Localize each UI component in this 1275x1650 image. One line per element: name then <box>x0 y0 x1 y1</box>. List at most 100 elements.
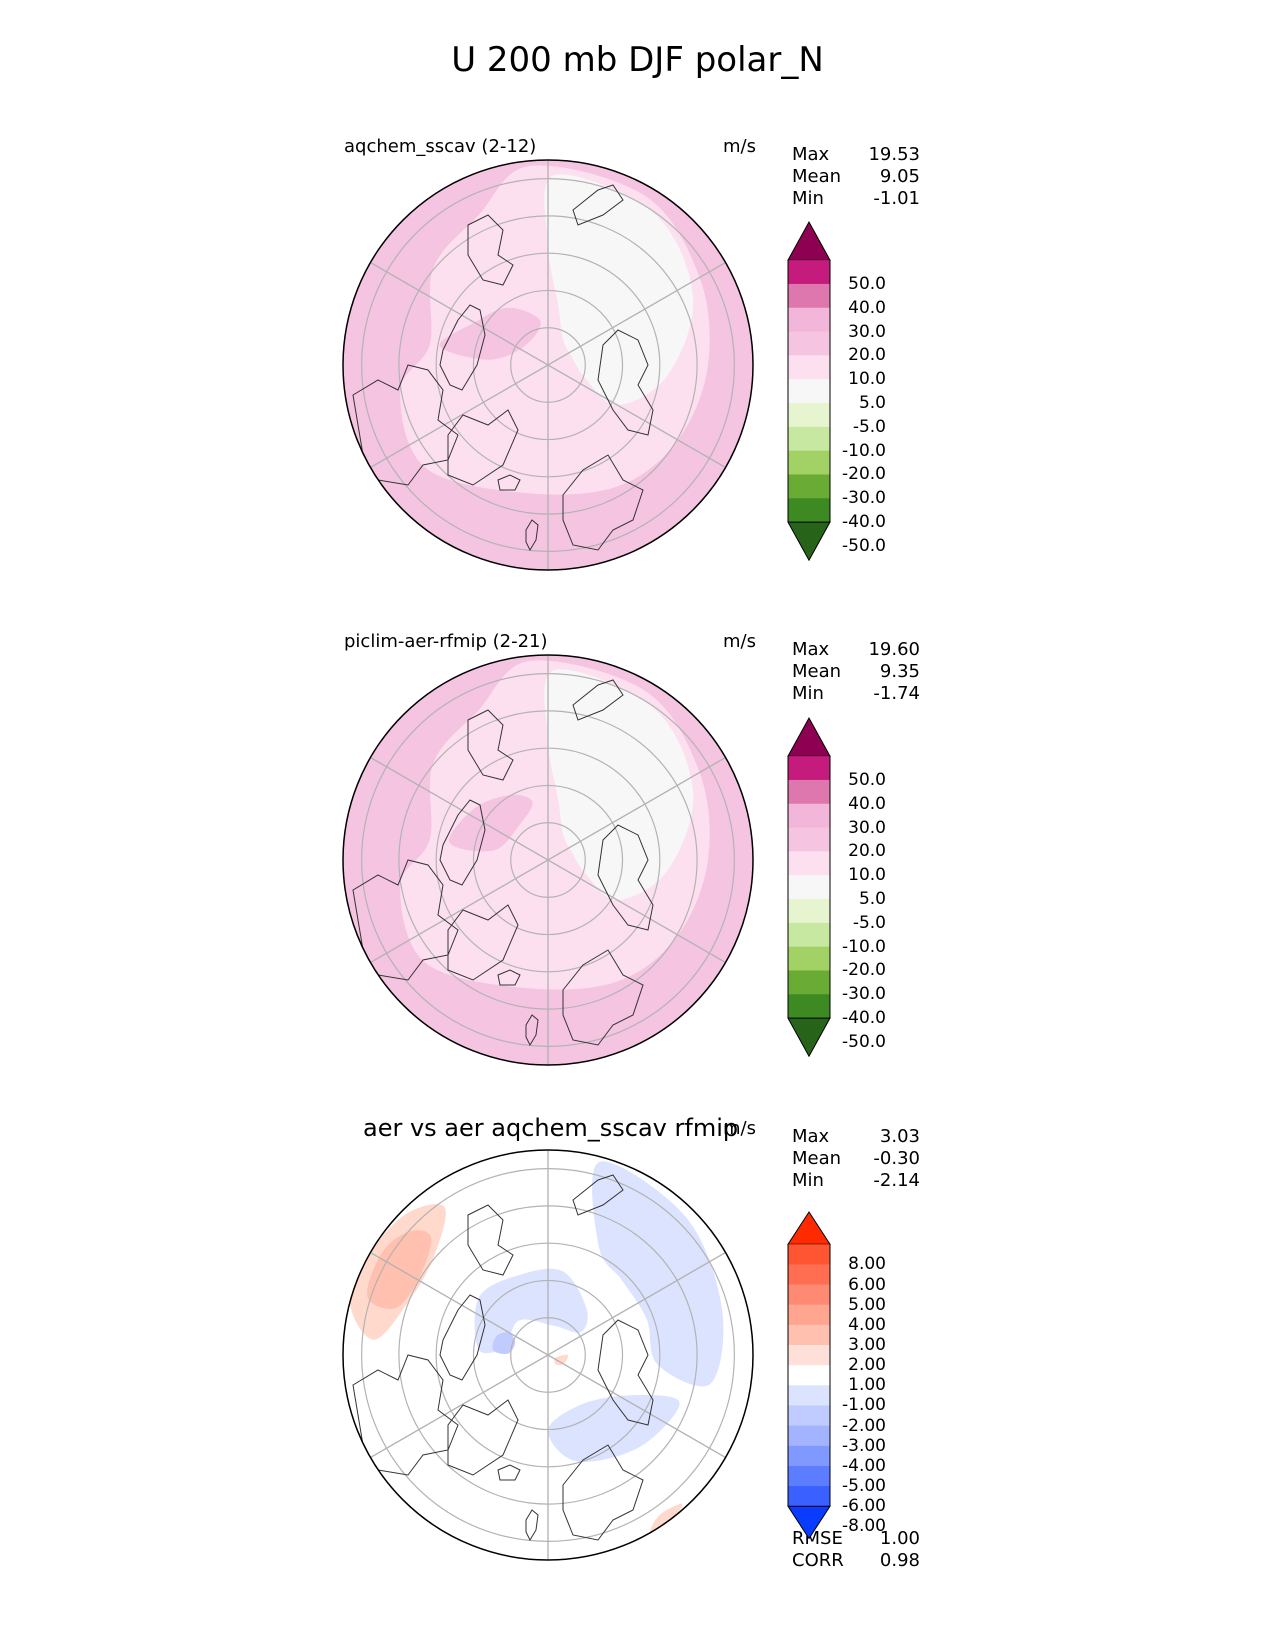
stat-row-min: Min -1.74 <box>792 683 920 705</box>
alaska-outline <box>467 709 514 781</box>
iceland-outline <box>497 969 521 986</box>
colorbar-frame <box>787 260 831 523</box>
stat-row-mean: Mean 9.05 <box>792 166 920 188</box>
background-field <box>343 655 753 1065</box>
meridian-line <box>370 1251 726 1459</box>
stat-name: Min <box>792 683 824 704</box>
meridian-line <box>370 1251 726 1459</box>
colorbar-tick-label: -5.00 <box>842 1476 886 1497</box>
colorbar-bin <box>788 922 830 948</box>
iceland-outline <box>497 474 521 491</box>
stat-value: 19.60 <box>868 639 920 660</box>
colorbar-tick-label: 30.0 <box>848 321 886 342</box>
panel-units-test: m/s <box>723 136 756 157</box>
colorbar-bin <box>788 946 830 971</box>
meridian-line <box>370 261 726 469</box>
panel-title-reference: piclim-aer-rfmip (2-21) <box>344 631 548 652</box>
latitude-circle <box>510 822 586 898</box>
siberia-outline <box>597 1319 654 1426</box>
latitude-circle <box>361 178 735 552</box>
panel-title-test: aqchem_sscav (2-12) <box>344 136 537 157</box>
meridian-line <box>370 756 726 964</box>
negative-anomaly-ring <box>474 1268 588 1354</box>
colorbar-labels-reference: 50.0 40.0 30.0 20.0 10.0 5.0 -5.0 -10.0 -20.0 -30… <box>830 0 886 1650</box>
canada-coast-outline <box>447 904 519 981</box>
colorbar-tick-label: -6.00 <box>842 1496 886 1517</box>
colorbar-labels-difference: 8.00 6.00 5.00 4.00 3.00 2.00 1.00 -1.00 -2.00 -3… <box>830 0 886 1650</box>
colorbar-tick-label: -40.0 <box>842 1008 886 1029</box>
colorbar-extend-max <box>787 1211 831 1245</box>
panel-units-difference: m/s <box>723 1118 756 1139</box>
colorbar-tick-label: -20.0 <box>842 960 886 981</box>
colorbar-bin <box>788 283 830 309</box>
stat-name: CORR <box>792 1550 844 1571</box>
stat-name: Mean <box>792 661 842 682</box>
colorbar-bin <box>788 355 830 380</box>
canada-coast-outline <box>447 409 519 486</box>
colorbar-tick-label: -50.0 <box>842 535 886 556</box>
meridian-line <box>370 261 726 469</box>
colorbar-tick-label: -5.0 <box>852 416 886 437</box>
colorbar-tick-label: 10.0 <box>848 865 886 886</box>
stat-row-mean: Mean -0.30 <box>792 1148 920 1170</box>
latitude-circle <box>435 252 661 478</box>
stat-row-min: Min -1.01 <box>792 188 920 210</box>
colorbar-tick-label: -2.00 <box>842 1415 886 1436</box>
stat-value: 3.03 <box>879 1126 920 1147</box>
siberia-outline <box>597 824 654 931</box>
stat-value: 9.35 <box>879 661 920 682</box>
colorbar-bin <box>788 1304 830 1326</box>
stat-value: -1.74 <box>873 683 920 704</box>
europe-outline <box>562 1444 644 1541</box>
positive-anomaly-core <box>367 1230 432 1309</box>
greenland-outline <box>439 799 486 886</box>
greenland-outline <box>439 304 486 391</box>
colorbar-bin <box>788 331 830 356</box>
strong-wind-tongue <box>439 307 541 360</box>
colorbar-tick-label: 10.0 <box>848 369 886 390</box>
colorbar-bin <box>788 994 830 1019</box>
meridian-line <box>370 756 726 964</box>
chukotka-outline <box>572 184 624 226</box>
colorbar-tick-label: 30.0 <box>848 817 886 838</box>
colorbar-bin <box>788 1445 830 1467</box>
stat-name: Max <box>792 144 830 165</box>
alaska-outline <box>467 1204 514 1276</box>
latitude-circle <box>435 1242 661 1468</box>
stat-value: -1.01 <box>873 188 920 209</box>
colorbar-bin <box>788 498 830 523</box>
stat-value: -2.14 <box>873 1170 920 1191</box>
colorbar-bin <box>788 779 830 805</box>
chukotka-outline <box>572 1174 624 1216</box>
stat-name: Mean <box>792 1148 842 1169</box>
colorbar-bin <box>788 1465 830 1487</box>
colorbar-tick-label: -40.0 <box>842 512 886 533</box>
colorbar-tick-label: -50.0 <box>842 1031 886 1052</box>
stat-row-corr: CORR 0.98 <box>792 1550 920 1572</box>
colorbar-tick-label: -8.00 <box>842 1516 886 1537</box>
uk-outline <box>525 519 539 552</box>
moderate-wind-region <box>400 660 710 990</box>
colorbar-bin <box>788 1365 830 1386</box>
colorbar-tick-label: -10.0 <box>842 936 886 957</box>
stat-name: Mean <box>792 166 842 187</box>
colorbar-tick-label: 6.00 <box>848 1274 886 1295</box>
colorbar-bin <box>788 851 830 876</box>
colorbar-tick-label: 50.0 <box>848 273 886 294</box>
latitude-circle <box>472 1279 624 1431</box>
colorbar-bin <box>788 803 830 829</box>
colorbar-tick-label: -1.00 <box>842 1395 886 1416</box>
background-field <box>343 160 753 570</box>
colorbar-bin <box>788 260 830 285</box>
latitude-circle <box>398 215 698 515</box>
negative-anomaly-region-east <box>592 1161 724 1387</box>
meridian-line <box>370 261 726 469</box>
map-border <box>342 654 754 1066</box>
figure-title: U 200 mb DJF polar_N <box>451 40 824 80</box>
colorbar-bin <box>788 1345 830 1366</box>
colorbar-bin <box>788 426 830 452</box>
meridian-line <box>370 756 726 964</box>
background-field <box>343 1150 753 1560</box>
